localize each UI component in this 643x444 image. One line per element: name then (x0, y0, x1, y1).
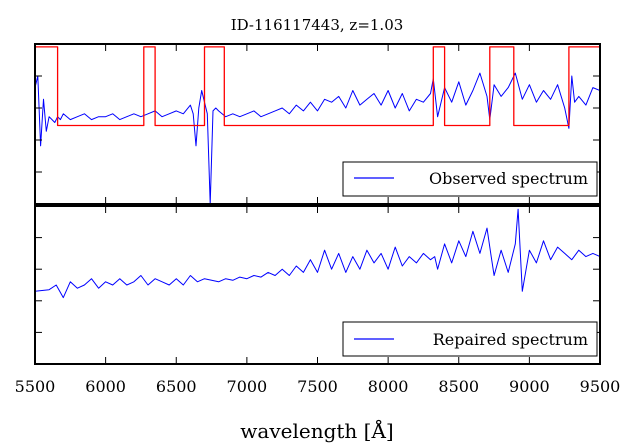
observed-series-1-line (35, 46, 600, 127)
observed-series-0-line (35, 72, 600, 204)
x-tick-label-6500: 6500 (156, 377, 197, 396)
x-tick-label-7000: 7000 (227, 377, 268, 396)
observed-panel: Observed spectrum (34, 43, 601, 205)
x-tick-label-5500: 5500 (15, 377, 56, 396)
x-tick-label-7500: 7500 (297, 377, 338, 396)
x-tick-label-9000: 9000 (509, 377, 550, 396)
chart-title: ID-116117443, z=1.03 (231, 16, 404, 34)
x-tick-labels: 5500 6000 6500 7000 7500 8000 8500 9000 9500 (15, 377, 621, 396)
x-tick-label-8500: 8500 (438, 377, 479, 396)
repaired-legend-label: Repaired spectrum (433, 330, 588, 349)
repaired-series-0-line (35, 208, 600, 299)
observed-legend-box (342, 161, 598, 197)
observed-legend-label: Observed spectrum (429, 169, 588, 188)
repaired-legend: Repaired spectrum (342, 321, 598, 357)
x-tick-label-6000: 6000 (85, 377, 126, 396)
x-tick-label-9500: 9500 (580, 377, 621, 396)
x-axis-label: wavelength [Å] (240, 418, 393, 443)
repaired-panel: Repaired spectrum (34, 205, 601, 365)
x-tick-label-8000: 8000 (368, 377, 409, 396)
observed-legend: Observed spectrum (342, 161, 598, 197)
